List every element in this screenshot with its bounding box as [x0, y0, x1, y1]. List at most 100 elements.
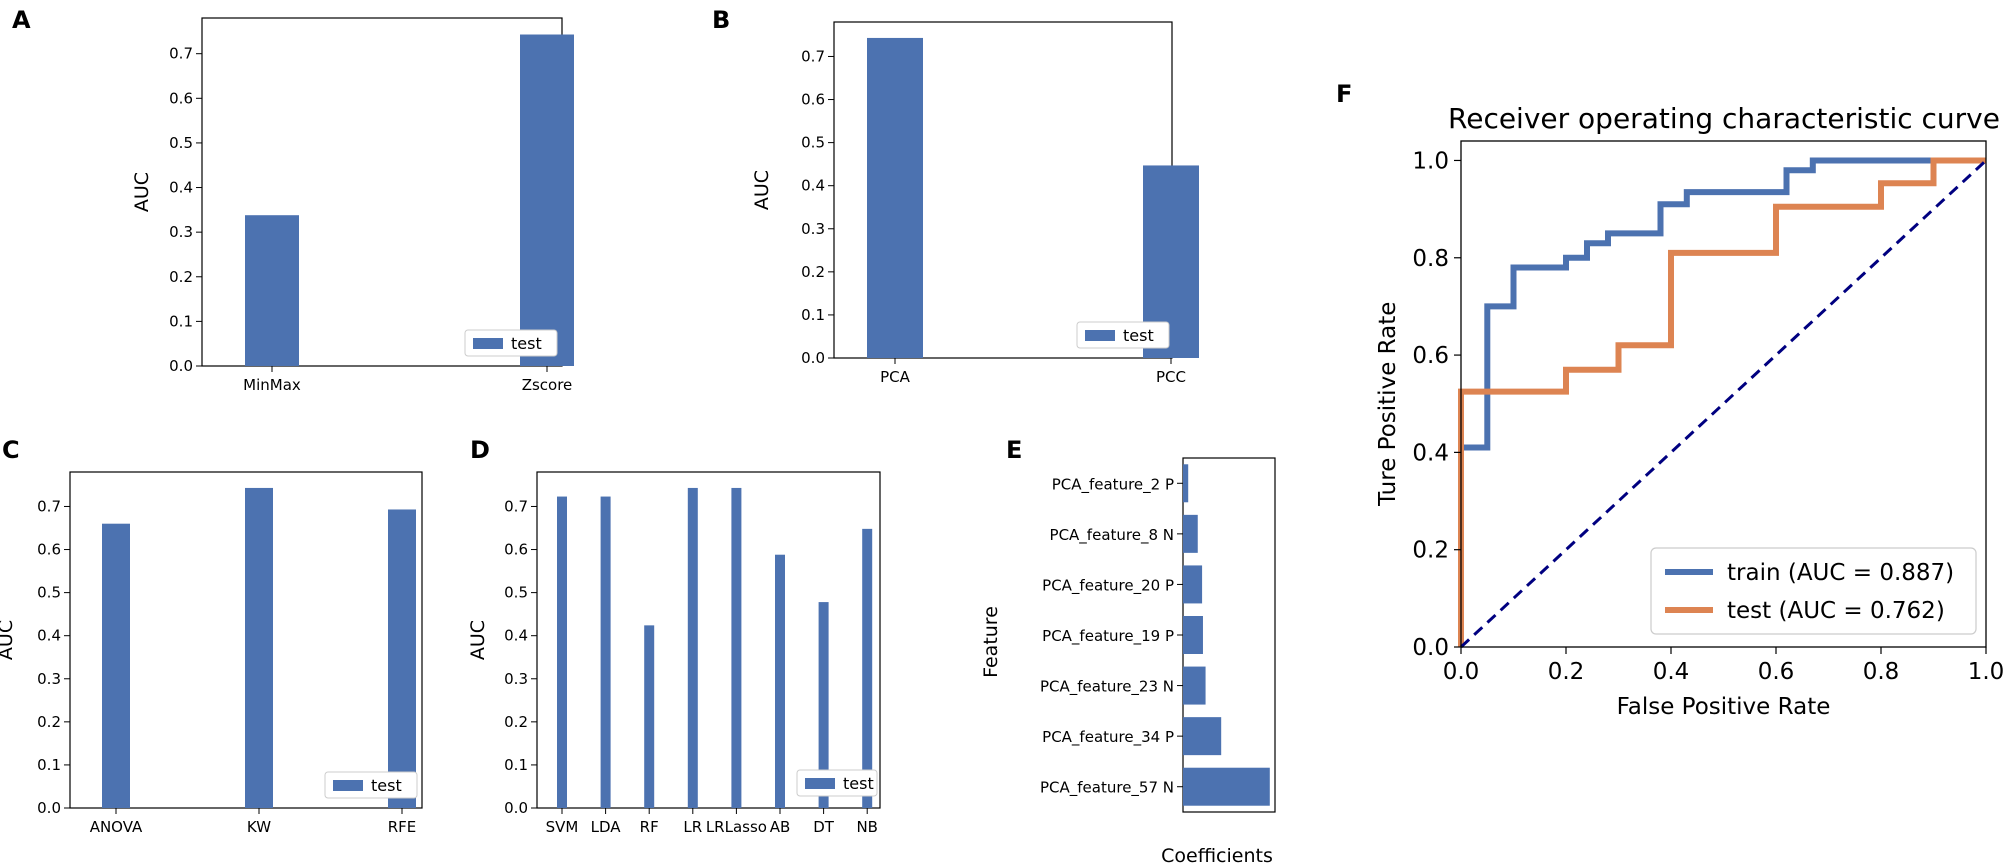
y-tick-label: 0.1 — [37, 756, 61, 774]
bar-dt — [818, 602, 829, 808]
y-tick-label: 0.5 — [504, 584, 528, 602]
legend-swatch — [805, 778, 835, 789]
panel-label: A — [12, 6, 31, 34]
y-tick-label: PCA_feature_8 N — [1050, 526, 1174, 545]
y-tick-label: 0.0 — [504, 799, 528, 817]
y-tick-label: 0.1 — [169, 312, 193, 330]
bar-lrlasso — [731, 487, 742, 808]
x-tick-label: ANOVA — [90, 818, 143, 836]
bar-pca_feature_57-n — [1183, 767, 1270, 806]
y-axis-label: Ture Positive Rate — [1375, 302, 1401, 507]
y-tick-label: 0.7 — [504, 497, 528, 515]
legend-box — [464, 329, 558, 357]
y-tick-label: PCA_feature_57 N — [1040, 779, 1174, 798]
legend-swatch — [473, 338, 503, 349]
y-tick-label: PCA_feature_19 P — [1042, 627, 1174, 646]
legend-box — [1076, 321, 1170, 349]
y-tick-label: 0.4 — [801, 177, 825, 195]
panel-label: E — [1006, 436, 1022, 464]
y-tick-label: 0.4 — [1412, 440, 1449, 466]
x-tick-label: MinMax — [243, 376, 301, 394]
y-tick-label: 0.7 — [801, 47, 825, 65]
y-tick-label: 0.0 — [169, 357, 193, 375]
panel-label: D — [470, 436, 490, 464]
x-tick-label: 0.2 — [1548, 659, 1585, 685]
x-tick-label: LRLasso — [706, 818, 767, 836]
panel-label: C — [2, 436, 20, 464]
panel-b: B 0.0 0.1 0.2 0.3 0.4 0.5 0.6 0.7 PCA PCC AUC test — [712, 6, 1199, 386]
y-tick-label: 0.5 — [169, 134, 193, 152]
y-tick-label: 0.2 — [37, 713, 61, 731]
x-tick-label: LR — [683, 818, 702, 836]
panel-a: A 0.0 0.1 0.2 0.3 0.4 0.5 0.6 0.7 MinMax Zscore AUC… — [12, 6, 574, 394]
bar-minmax — [245, 215, 299, 366]
y-tick-label: 0.7 — [37, 497, 61, 515]
plot-frame — [1460, 140, 1987, 648]
bar-rfe — [388, 509, 416, 808]
legend-label: test — [1123, 326, 1154, 345]
panel-label: F — [1336, 80, 1352, 108]
bar-pca_feature_8-n — [1183, 514, 1198, 553]
bar-zscore — [520, 34, 574, 366]
x-tick-label: 0.6 — [1758, 659, 1795, 685]
y-tick-label: 0.1 — [504, 756, 528, 774]
x-tick-label: PCC — [1156, 368, 1186, 386]
y-axis-label: AUC — [131, 172, 153, 212]
y-tick-label: 0.0 — [37, 799, 61, 817]
x-tick-label: 0.4 — [1653, 659, 1690, 685]
y-tick-label: 0.2 — [504, 713, 528, 731]
bar-pca_feature_23-n — [1183, 666, 1206, 705]
x-tick-label: 1.0 — [1968, 659, 2005, 685]
legend-box — [1650, 547, 1977, 635]
panel-d: D 0.0 0.1 0.2 0.3 0.4 0.5 0.6 0.7 SVM LDA RF LR LRLas… — [467, 436, 881, 836]
y-tick-label: 0.2 — [1412, 538, 1449, 564]
bar-anova — [102, 523, 130, 808]
bar-nb — [862, 528, 873, 808]
y-tick-label: PCA_feature_2 P — [1052, 475, 1174, 494]
y-tick-label: 0.2 — [801, 263, 825, 281]
y-tick-label: 0.2 — [169, 268, 193, 286]
y-tick-label: 0.1 — [801, 306, 825, 324]
y-tick-label: 0.6 — [37, 541, 61, 559]
bar-kw — [245, 487, 273, 808]
x-tick-label: KW — [247, 818, 271, 836]
y-tick-label: 0.6 — [504, 541, 528, 559]
chart-title: Receiver operating characteristic curve — [1448, 102, 2000, 135]
x-tick-label: SVM — [546, 818, 579, 836]
y-axis-label: AUC — [467, 620, 489, 660]
x-tick-label: NB — [856, 818, 878, 836]
x-axis-label: Coefficients — [1161, 845, 1273, 864]
bar-pca_feature_19-p — [1183, 616, 1203, 654]
y-tick-label: 1.0 — [1412, 148, 1449, 174]
x-tick-label: PCA — [880, 368, 911, 386]
x-tick-label: RF — [640, 818, 659, 836]
panel-e: E PCA_feature_2 P PCA_feature_8 N PCA_featu… — [980, 436, 1276, 864]
panel-c: C 0.0 0.1 0.2 0.3 0.4 0.5 0.6 0.7 ANOVA KW RFE AUC te… — [0, 436, 423, 836]
y-tick-label: 0.4 — [37, 627, 61, 645]
panel-label: B — [712, 6, 730, 34]
bar-pca — [867, 37, 923, 358]
bar-lr — [687, 487, 698, 808]
y-axis-label: AUC — [0, 620, 17, 660]
panel-f: F Receiver operating characteristic curve… — [1336, 80, 2004, 720]
x-tick-label: AB — [770, 818, 791, 836]
y-tick-label: 0.4 — [504, 627, 528, 645]
legend-label: test (AUC = 0.762) — [1727, 598, 1945, 624]
y-tick-label: 0.0 — [801, 349, 825, 367]
legend-box — [324, 771, 418, 799]
chance-line — [1459, 159, 1988, 649]
bar-rf — [644, 625, 655, 808]
legend-swatch — [1085, 330, 1115, 341]
bar-pca_feature_2-p — [1183, 464, 1189, 503]
y-tick-label: 0.3 — [169, 223, 193, 241]
x-tick-label: Zscore — [522, 376, 573, 394]
y-tick-label: 0.6 — [1412, 343, 1449, 369]
legend-swatch — [333, 780, 363, 791]
y-tick-label: PCA_feature_34 P — [1042, 728, 1174, 747]
bar-pca_feature_34-p — [1183, 717, 1222, 756]
y-tick-label: 0.6 — [169, 89, 193, 107]
x-tick-label: RFE — [388, 818, 417, 836]
bar-svm — [557, 496, 567, 808]
y-tick-label: 0.3 — [801, 220, 825, 238]
